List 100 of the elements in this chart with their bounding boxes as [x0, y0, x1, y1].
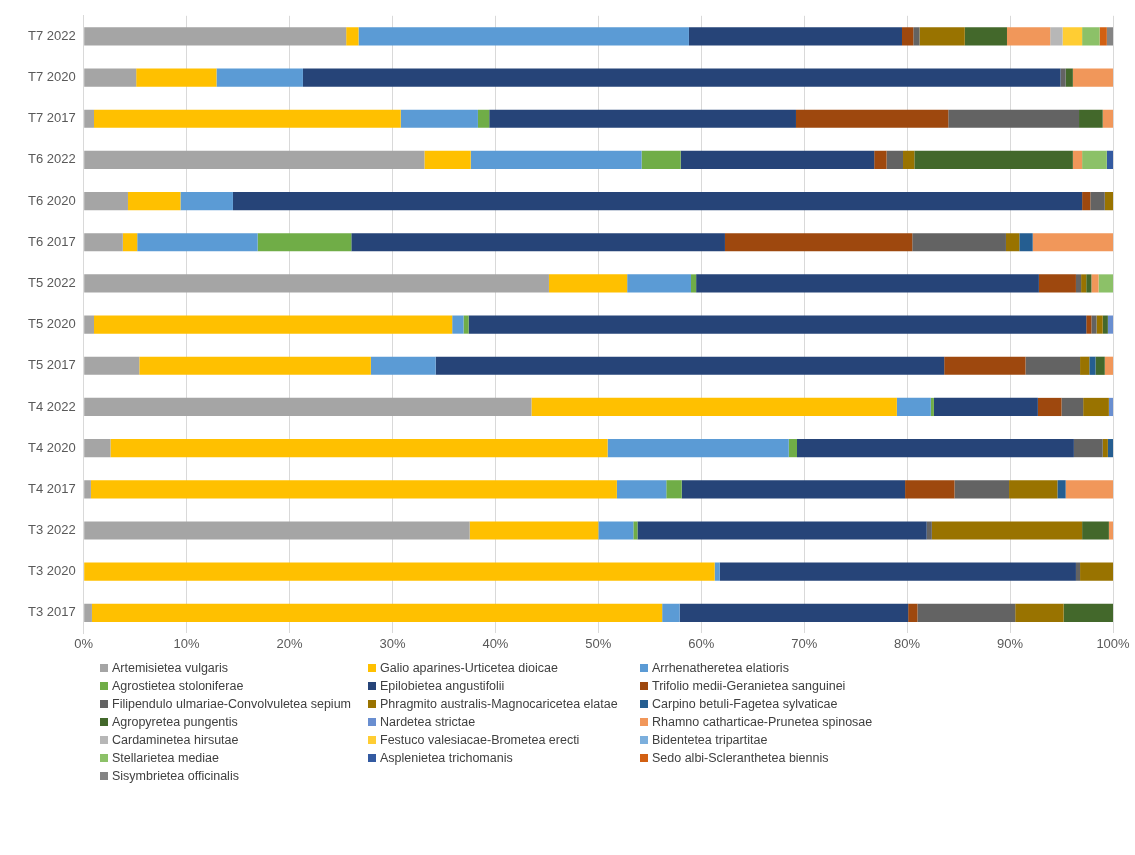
bar	[714, 562, 720, 581]
y-tick-label: T4 2017	[28, 480, 76, 496]
bar	[1091, 315, 1097, 334]
bar	[1106, 27, 1113, 46]
bar	[874, 150, 887, 169]
bar	[122, 233, 138, 252]
bar	[1102, 315, 1108, 334]
bar	[548, 274, 628, 293]
bar	[598, 521, 634, 540]
bar	[681, 480, 906, 499]
bar	[94, 315, 453, 334]
legend-label: Carpino betuli-Fagetea sylvaticae	[652, 697, 838, 711]
bar	[696, 274, 1039, 293]
bar	[913, 27, 920, 46]
bar	[1080, 562, 1113, 581]
bar	[1073, 439, 1103, 458]
bar	[633, 521, 638, 540]
bar	[1015, 603, 1064, 622]
bar	[886, 150, 904, 169]
bar	[1062, 27, 1083, 46]
bar	[139, 356, 371, 375]
x-tick-label: 60%	[688, 635, 715, 651]
bar	[666, 480, 682, 499]
bar	[84, 109, 94, 128]
bar	[1072, 68, 1113, 87]
bar	[1107, 315, 1113, 334]
y-tick-label: T3 2020	[28, 563, 76, 579]
y-tick-label: T5 2022	[28, 275, 76, 290]
bar	[679, 603, 909, 622]
y-tick-label: T3 2017	[28, 604, 76, 620]
bar	[84, 191, 128, 211]
legend-label: Cardaminetea hirsutae	[112, 733, 239, 747]
bar	[84, 603, 92, 622]
bar	[896, 397, 931, 417]
x-tick-label: 10%	[173, 635, 201, 651]
bar	[948, 109, 1080, 128]
bar	[1075, 274, 1082, 293]
bar	[1104, 356, 1113, 375]
bar	[926, 521, 932, 540]
bar	[1006, 27, 1051, 46]
bar	[468, 315, 1087, 334]
y-tick-label: T4 2022	[28, 398, 76, 414]
bar	[919, 27, 965, 46]
bar	[1005, 233, 1020, 252]
bar	[463, 315, 469, 334]
bar	[954, 480, 1010, 499]
bar	[400, 109, 478, 128]
bar	[1050, 27, 1063, 46]
bar	[351, 233, 725, 252]
bar	[1083, 397, 1109, 417]
bar	[94, 109, 401, 128]
bar	[110, 439, 608, 458]
x-tick-label: 100%	[1096, 635, 1131, 651]
bar	[933, 397, 1038, 417]
legend-label: Trifolio medii-Geranietea sanguinei	[652, 679, 846, 693]
bar	[680, 150, 875, 169]
bar	[901, 27, 914, 46]
legend-label: Agrostietea stoloniferae	[112, 679, 244, 693]
bar	[616, 480, 667, 499]
bar	[1057, 480, 1066, 499]
bar	[1019, 233, 1033, 252]
bar	[1081, 274, 1087, 293]
bar	[1102, 439, 1108, 458]
bar	[137, 233, 258, 252]
legend-label: Bidentetea tripartitae	[652, 733, 768, 747]
legend-label: Agropyretea pungentis	[112, 715, 238, 729]
bar	[1086, 315, 1092, 334]
bar	[531, 397, 897, 417]
bar	[302, 68, 1061, 87]
legend-label: Stellarietea mediae	[112, 751, 220, 765]
bar	[84, 439, 111, 458]
bar	[912, 233, 1006, 252]
bar	[1038, 274, 1076, 293]
bar	[180, 191, 233, 211]
legend-label: Rhamno catharticae-Prunetea spinosae	[652, 715, 873, 729]
bar	[930, 397, 934, 417]
bar	[688, 27, 902, 46]
bar	[477, 109, 490, 128]
bar	[724, 233, 913, 252]
legend-label: Arrhenatheretea elatioris	[652, 661, 789, 675]
bar	[1104, 191, 1113, 211]
bar	[84, 397, 532, 417]
x-tick-label: 40%	[482, 635, 509, 651]
bar	[1082, 150, 1107, 169]
y-tick-label: T6 2022	[28, 151, 76, 167]
y-tick-label: T6 2020	[28, 192, 76, 208]
bar	[1082, 521, 1109, 540]
bar	[1089, 356, 1096, 375]
bar	[84, 521, 470, 540]
bar	[1082, 191, 1091, 211]
bar	[84, 356, 140, 375]
bar	[944, 356, 1026, 375]
bar	[1098, 274, 1113, 293]
bar	[1009, 480, 1058, 499]
legend-label: Nardetea strictae	[380, 715, 476, 729]
bar	[914, 150, 1073, 169]
bar	[452, 315, 464, 334]
bar	[470, 150, 642, 169]
bar	[136, 68, 217, 87]
y-tick-label: T7 2017	[28, 110, 76, 126]
